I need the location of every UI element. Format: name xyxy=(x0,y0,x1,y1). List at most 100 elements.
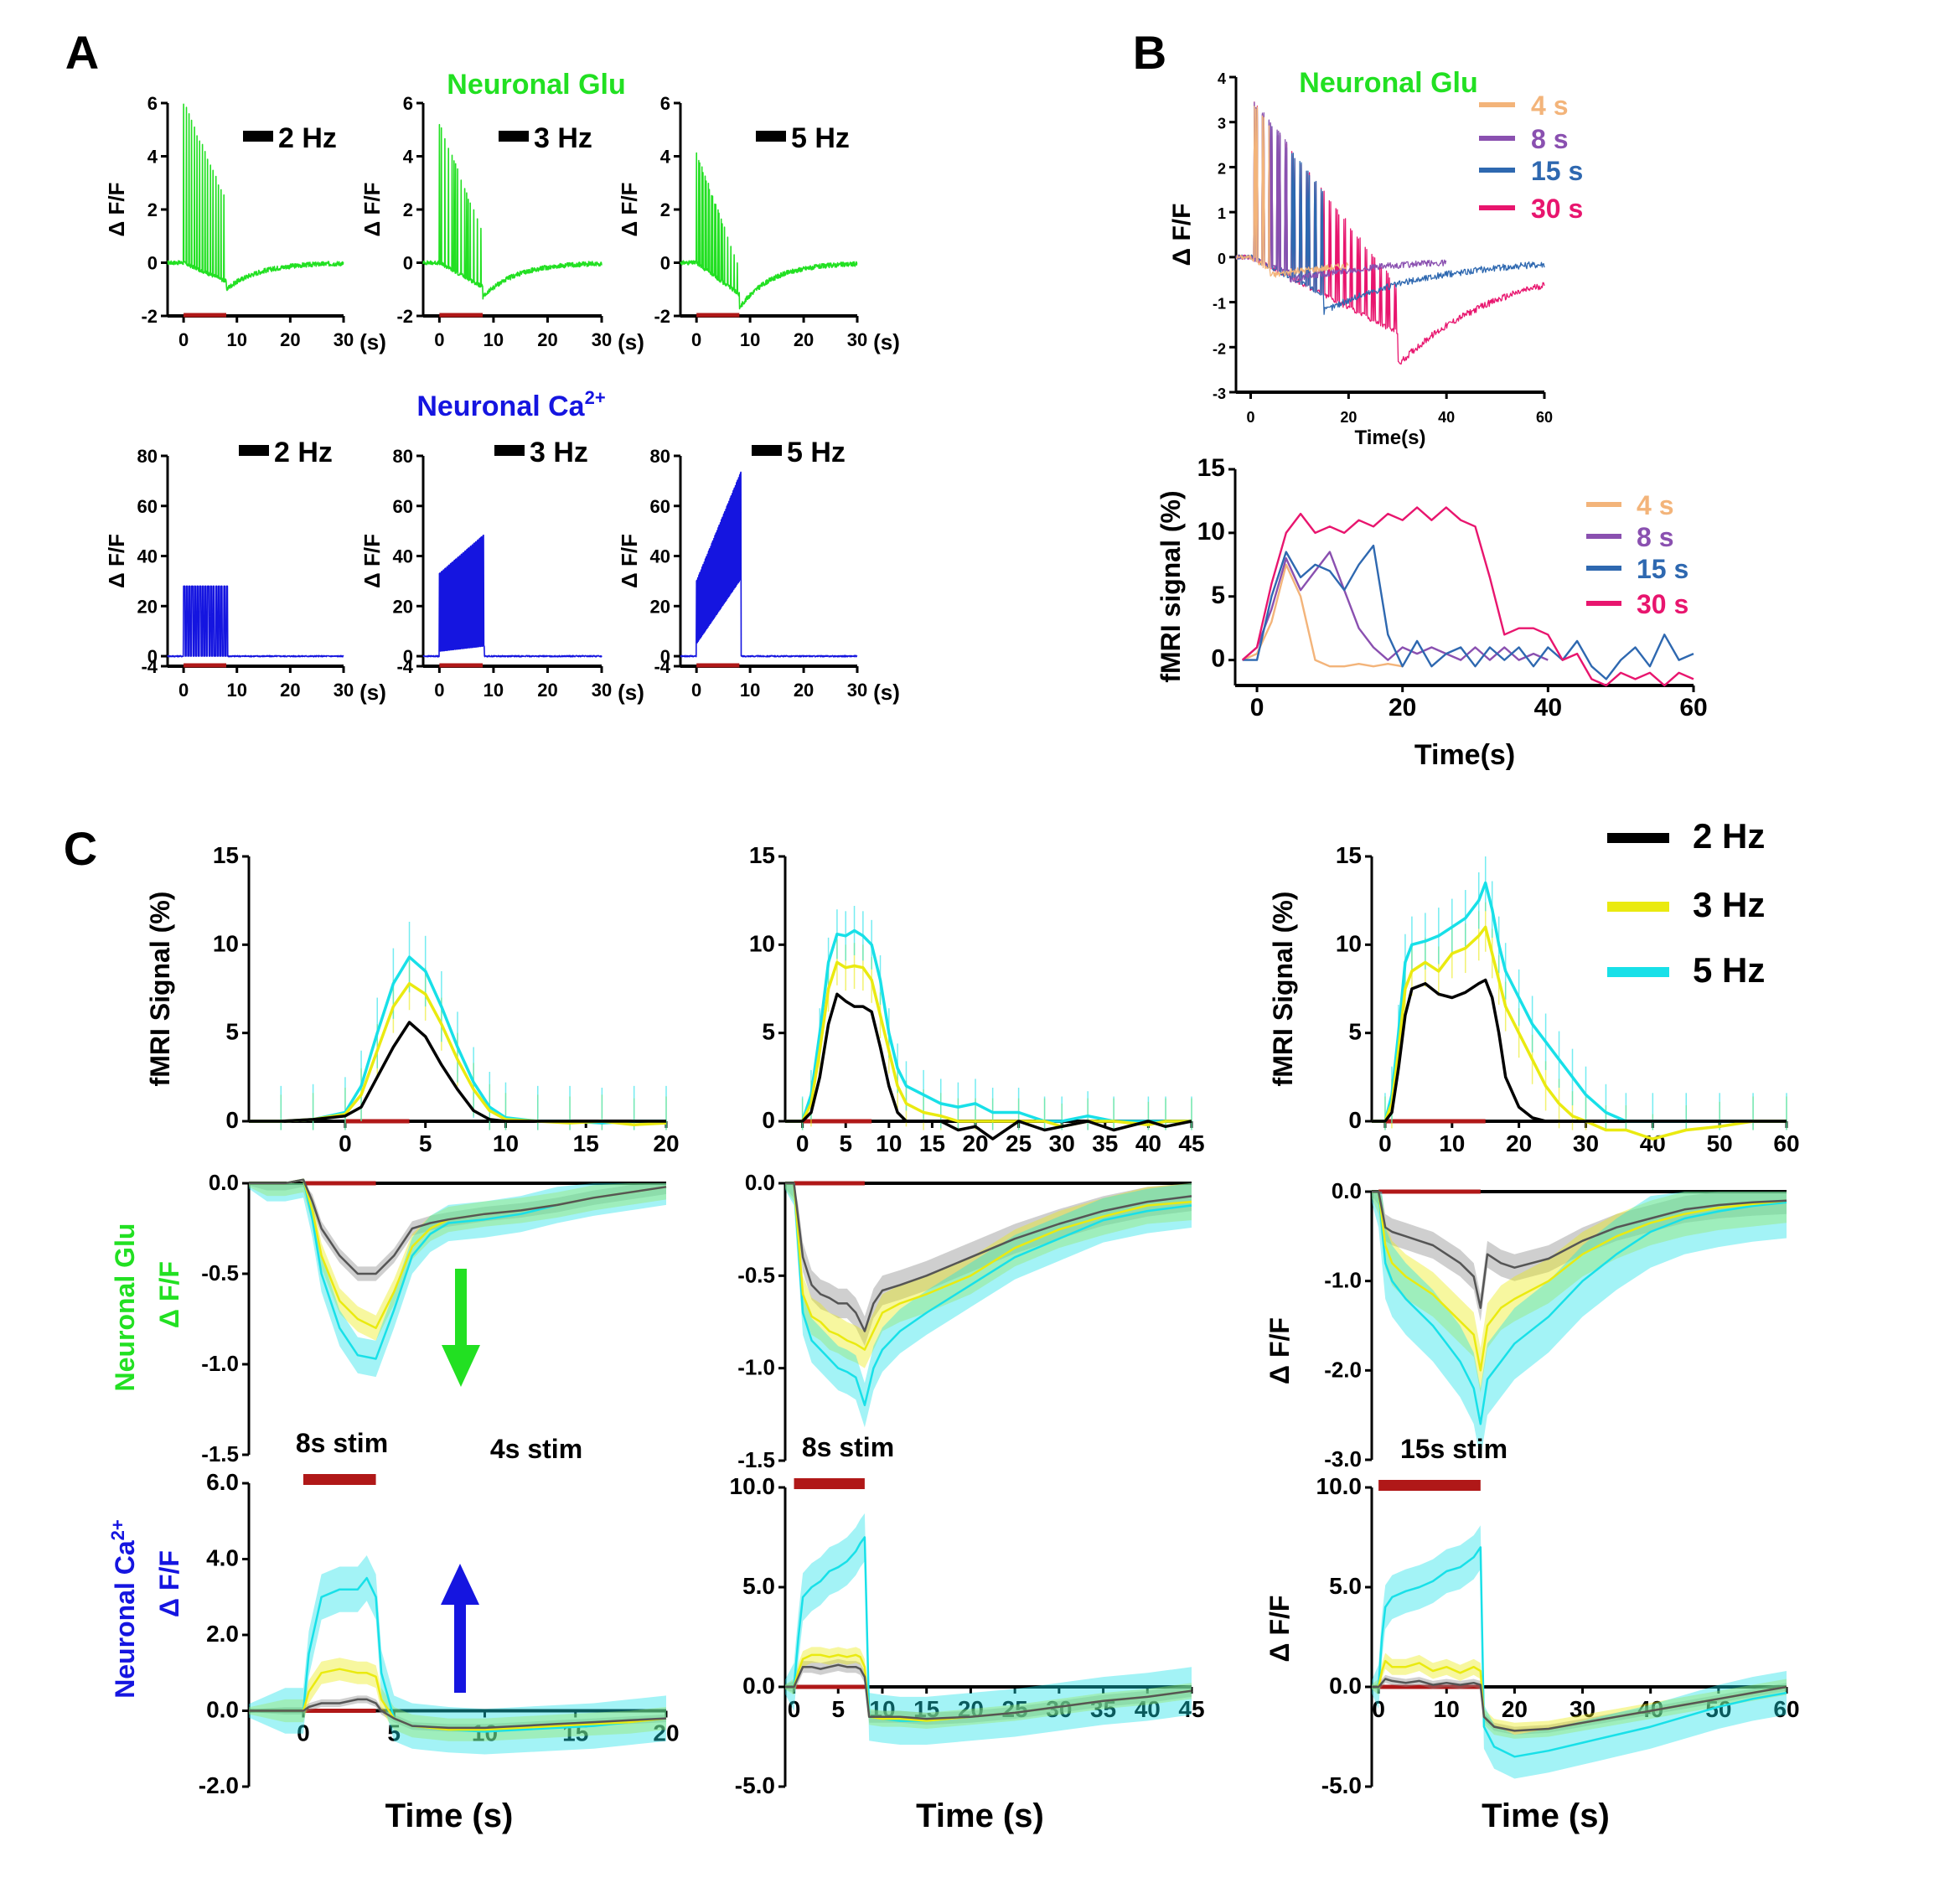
ca-label-2: Δ F/F xyxy=(154,1550,184,1617)
trace-3hz xyxy=(422,123,602,300)
tick-label: 0.0 xyxy=(1332,1178,1362,1203)
mean-line-5hz xyxy=(1372,1546,1787,1758)
mean-line-3hz xyxy=(249,1668,667,1731)
tick-label: -3 xyxy=(1213,385,1226,402)
mean-line-2hz xyxy=(249,1178,667,1275)
tick-label: 40 xyxy=(393,546,413,567)
tick-label: 0 xyxy=(762,1107,775,1133)
tick-label: 25 xyxy=(1006,1130,1032,1156)
mean-line-5hz xyxy=(249,1576,667,1733)
trace-5hz xyxy=(680,152,858,310)
x-axis-unit: (s) xyxy=(618,680,644,705)
tick-label: 20 xyxy=(962,1130,988,1156)
tick-label: 0 xyxy=(147,253,158,274)
tick-label: 0 xyxy=(1247,409,1255,426)
tick-label: 60 xyxy=(1679,694,1707,722)
error-band xyxy=(1372,1653,1787,1739)
ca-label-sup: 2+ xyxy=(107,1519,128,1540)
tick-label: 30 xyxy=(592,329,612,350)
ca-title-sup: 2+ xyxy=(585,387,606,408)
tick-label: 5 xyxy=(419,1130,432,1156)
glu-label-1: Neuronal Glu xyxy=(110,1223,140,1392)
tick-label: 2 xyxy=(1218,160,1226,177)
tick-label: 10 xyxy=(1336,930,1362,956)
tick-label: 20 xyxy=(393,596,413,617)
tick-label: 35 xyxy=(1092,1130,1118,1156)
tick-label: 50 xyxy=(1707,1130,1733,1156)
tick-label: 10 xyxy=(749,930,775,956)
freq-bar xyxy=(239,445,269,456)
tick-label: -1 xyxy=(1213,296,1226,313)
tick-label: 15 xyxy=(573,1130,599,1156)
x-axis-unit: (s) xyxy=(618,329,644,354)
tick-label: 10 xyxy=(1434,1696,1460,1722)
tick-label: 3 xyxy=(1218,116,1226,132)
error-band xyxy=(249,1555,666,1755)
y-axis-label: Δ F/F xyxy=(359,183,385,237)
c-fmri-axes xyxy=(778,855,1193,1128)
tick-label: 4 xyxy=(403,147,414,168)
panel-a-axes xyxy=(674,454,859,673)
legend-label: 3 Hz xyxy=(1693,885,1765,924)
tick-label: -1.0 xyxy=(1324,1268,1362,1293)
b-glu-trace-2 xyxy=(1235,104,1545,315)
tick-label: 40 xyxy=(650,546,670,567)
tick-label: -2.0 xyxy=(1324,1357,1362,1382)
tick-label: 20 xyxy=(650,596,670,617)
tick-label: 5.0 xyxy=(742,1573,775,1599)
tick-label: 10.0 xyxy=(1316,1473,1363,1499)
tick-label: 10 xyxy=(493,1130,519,1156)
tick-label: -1.5 xyxy=(201,1441,239,1466)
tick-label: -2 xyxy=(654,306,670,327)
tick-label: 10 xyxy=(472,1720,498,1746)
tick-label: -3.0 xyxy=(1324,1446,1362,1472)
b-glu-trace-0 xyxy=(1235,106,1349,278)
tick-label: 0 xyxy=(297,1720,310,1746)
tick-label: 0 xyxy=(225,1107,239,1133)
b-bot-ylabel: fMRI signal (%) xyxy=(1156,490,1186,682)
tick-label: 20 xyxy=(794,329,814,350)
tick-label: 15 xyxy=(1197,454,1225,482)
tick-label: -4 xyxy=(654,656,670,677)
tick-label: 5.0 xyxy=(1329,1573,1362,1599)
mean-line-3hz xyxy=(785,1182,1192,1351)
tick-label: 40 xyxy=(1135,1130,1161,1156)
legend-label: 30 s xyxy=(1637,589,1688,619)
tick-label: 0 xyxy=(788,1696,801,1722)
tick-label: 20 xyxy=(653,1720,679,1746)
tick-label: 0 xyxy=(147,646,158,667)
tick-label: 20 xyxy=(1389,694,1416,722)
tick-label: 6 xyxy=(660,93,670,114)
tick-label: 15 xyxy=(213,842,239,868)
tick-label: -2.0 xyxy=(199,1772,239,1798)
mean-line-5hz xyxy=(785,928,1192,1123)
tick-label: -1.0 xyxy=(201,1351,239,1376)
y-axis-label: Δ F/F xyxy=(617,534,642,588)
error-band xyxy=(785,1183,1192,1428)
ca-label-1: Neuronal Ca2+ xyxy=(107,1519,140,1699)
tick-label: 45 xyxy=(1178,1130,1204,1156)
b-top-ylabel: Δ F/F xyxy=(1168,204,1196,266)
legend-label: 5 Hz xyxy=(1693,950,1765,990)
tick-label: -5.0 xyxy=(735,1772,775,1798)
tick-label: 60 xyxy=(137,496,158,517)
tick-label: 0 xyxy=(403,646,413,667)
tick-label: 5 xyxy=(762,1019,775,1045)
tick-label: 45 xyxy=(1178,1696,1204,1722)
tick-label: 10 xyxy=(484,329,504,350)
mean-line-5hz xyxy=(1372,1190,1787,1425)
panel-b-glu-title: Neuronal Glu xyxy=(1299,67,1477,99)
panel-b-bottom-axes xyxy=(1228,468,1695,692)
ca-label-main: Neuronal Ca xyxy=(110,1540,140,1699)
tick-label: 0.0 xyxy=(1329,1673,1362,1699)
mean-line-3hz xyxy=(1372,925,1787,1141)
tick-label: 60 xyxy=(1773,1696,1799,1722)
legend-label: 15 s xyxy=(1637,554,1688,584)
fmri-ylabel: fMRI Signal (%) xyxy=(1268,892,1298,1087)
tick-label: 0 xyxy=(1218,251,1226,267)
tick-label: 0.0 xyxy=(745,1170,775,1195)
tick-label: 60 xyxy=(393,496,413,517)
arrow-shaft xyxy=(454,1599,466,1693)
tick-label: -0.5 xyxy=(737,1262,775,1287)
legend-label: 8 s xyxy=(1531,124,1568,154)
